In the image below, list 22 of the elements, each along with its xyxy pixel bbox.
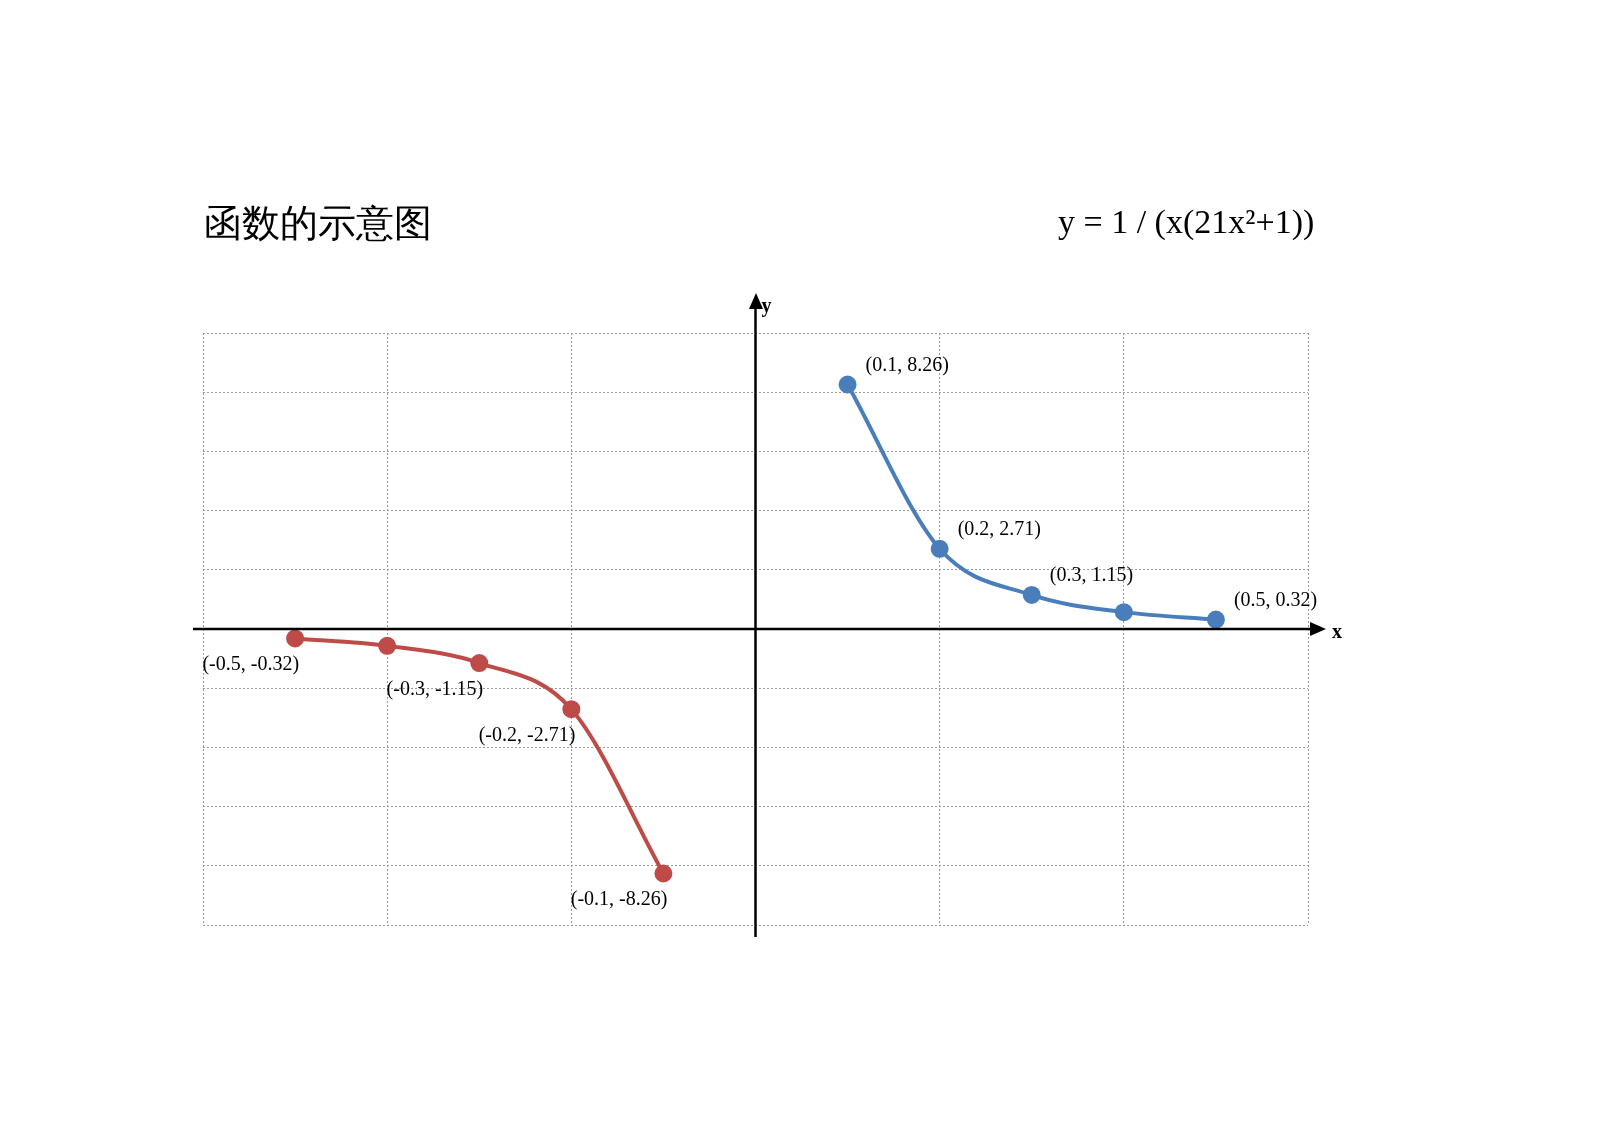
x-axis-title: x <box>1332 620 1342 643</box>
data-label: (-0.5, -0.32) <box>202 652 300 676</box>
data-label: (-0.2, -2.71) <box>478 723 576 747</box>
point <box>562 700 581 719</box>
point <box>654 864 673 883</box>
point <box>470 654 489 673</box>
data-label: (-0.1, -8.26) <box>570 887 668 911</box>
data-label: (-0.3, -1.15) <box>386 677 484 701</box>
point <box>838 375 857 394</box>
text: y = 1 / (x(21x²+1)) <box>1058 203 1315 241</box>
data-label: (0.3, 1.15) <box>1049 562 1134 586</box>
y-axis-title: y <box>761 294 772 318</box>
point <box>1114 603 1133 622</box>
data-label: (0.2, 2.71) <box>957 516 1041 540</box>
data-label: (0.1, 8.26) <box>865 352 949 376</box>
point <box>286 629 305 648</box>
data-label: (0.5, 0.32) <box>1233 587 1318 611</box>
point <box>1022 585 1041 604</box>
point <box>378 636 397 655</box>
point <box>930 539 949 558</box>
chart-title: 函数的示意图 <box>204 200 432 247</box>
point <box>1206 610 1225 629</box>
